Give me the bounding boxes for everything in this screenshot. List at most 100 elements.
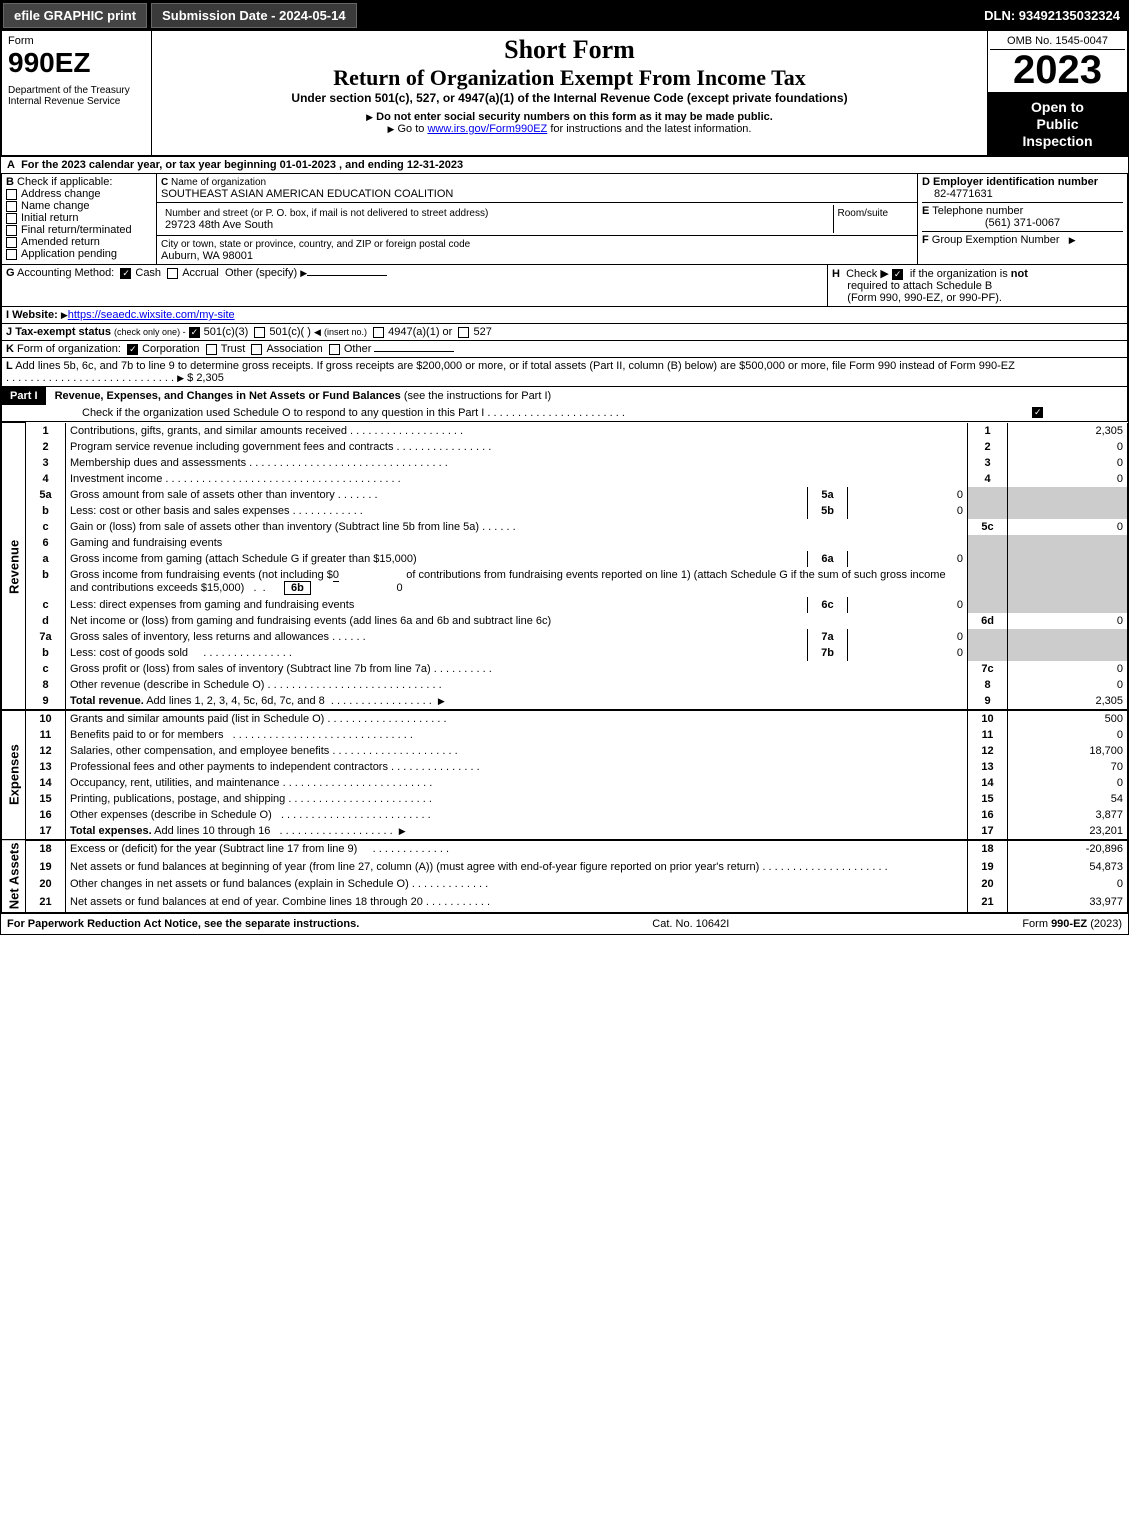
telephone-value: (561) 371-0067 [922,217,1123,229]
line-1-value: 2,305 [1008,423,1128,439]
line-7c-value: 0 [1008,661,1128,677]
revenue-side-label: Revenue [2,423,26,710]
section-h: H Check ▶ if the organization is not req… [828,265,1128,307]
line-13-value: 70 [1008,759,1128,775]
street-value: 29723 48th Ave South [165,219,273,231]
section-c-city: City or town, state or province, country… [157,236,918,265]
line-6c-value: 0 [848,597,968,613]
checkbox-cash[interactable] [120,268,131,279]
arrow-icon [1069,234,1076,246]
line-14-value: 0 [1008,775,1128,791]
section-a: A For the 2023 calendar year, or tax yea… [1,156,1128,173]
form-word: Form [8,35,145,47]
tax-year: 2023 [990,50,1125,90]
info-table: B Check if applicable: Address change Na… [1,173,1128,265]
form-id-cell: Form 990EZ Department of the Treasury In… [2,31,152,156]
line-5c-value: 0 [1008,519,1128,535]
checkbox-application-pending[interactable] [6,249,17,260]
part-1-table: Revenue 1 Contributions, gifts, grants, … [1,422,1128,912]
line-20-value: 0 [1008,876,1128,894]
open-to-public-box: Open to Public Inspection [988,93,1128,156]
gross-receipts-amount: $ 2,305 [187,372,224,384]
line-5b-value: 0 [848,503,968,519]
subtitle: Under section 501(c), 527, or 4947(a)(1)… [156,91,983,105]
section-k: K Form of organization: Corporation Trus… [1,341,1128,358]
city-value: Auburn, WA 98001 [161,250,253,262]
line-6d-value: 0 [1008,613,1128,629]
checkbox-527[interactable] [458,327,469,338]
dept-label: Department of the Treasury [8,85,145,96]
section-l: L Add lines 5b, 6c, and 7b to line 9 to … [1,358,1128,387]
note-1: Do not enter social security numbers on … [156,111,983,123]
line-5a-value: 0 [848,487,968,503]
line-4-value: 0 [1008,471,1128,487]
checkbox-address-change[interactable] [6,189,17,200]
section-j: J Tax-exempt status (check only one) - 5… [1,324,1128,341]
catalog-number: Cat. No. 10642I [652,918,729,930]
checkbox-accrual[interactable] [167,268,178,279]
line-6a-value: 0 [848,551,968,567]
title-cell: Short Form Return of Organization Exempt… [152,31,988,156]
efile-print-button[interactable]: efile GRAPHIC print [3,3,147,28]
form-number: 990EZ [8,47,145,79]
part-1-badge: Part I [2,387,46,405]
part-1-header-row: Part I Revenue, Expenses, and Changes in… [1,387,1128,422]
header-table: Form 990EZ Department of the Treasury In… [1,30,1128,156]
line-21-value: 33,977 [1008,894,1128,912]
line-7b-value: 0 [848,645,968,661]
line-19-value: 54,873 [1008,859,1128,877]
checkbox-schedule-o[interactable] [1032,407,1043,418]
section-gh: G Accounting Method: Cash Accrual Other … [1,265,1128,307]
line-18-value: -20,896 [1008,840,1128,859]
checkbox-initial-return[interactable] [6,213,17,224]
section-c-street: Number and street (or P. O. box, if mail… [157,203,918,236]
line-17-value: 23,201 [1008,823,1128,840]
checkbox-schedule-b[interactable] [892,269,903,280]
paperwork-notice: For Paperwork Reduction Act Notice, see … [7,918,359,930]
main-title: Return of Organization Exempt From Incom… [156,65,983,91]
line-9-value: 2,305 [1008,693,1128,710]
line-15-value: 54 [1008,791,1128,807]
line-8-value: 0 [1008,677,1128,693]
page-footer: For Paperwork Reduction Act Notice, see … [1,913,1128,934]
expenses-side-label: Expenses [2,710,26,840]
line-3-value: 0 [1008,455,1128,471]
checkbox-amended-return[interactable] [6,237,17,248]
irs-link[interactable]: www.irs.gov/Form990EZ [427,123,547,135]
checkbox-corporation[interactable] [127,344,138,355]
ein-value: 82-4771631 [922,188,993,200]
line-11-value: 0 [1008,727,1128,743]
checkbox-trust[interactable] [206,344,217,355]
org-name: SOUTHEAST ASIAN AMERICAN EDUCATION COALI… [161,188,453,200]
form-ref: Form 990-EZ (2023) [1022,918,1122,930]
section-b-cell: B Check if applicable: Address change Na… [2,174,157,265]
checkbox-final-return[interactable] [6,225,17,236]
checkbox-name-change[interactable] [6,201,17,212]
checkbox-other-org[interactable] [329,344,340,355]
section-g: G Accounting Method: Cash Accrual Other … [2,265,828,307]
section-c-name: C Name of organization SOUTHEAST ASIAN A… [157,174,918,203]
website-link[interactable]: https://seaedc.wixsite.com/my-site [68,309,235,321]
line-7a-value: 0 [848,629,968,645]
line-12-value: 18,700 [1008,743,1128,759]
part-1-title: Revenue, Expenses, and Changes in Net As… [49,387,558,405]
irs-label: Internal Revenue Service [8,96,145,107]
line-16-value: 3,877 [1008,807,1128,823]
checkbox-4947[interactable] [373,327,384,338]
checkbox-501c3[interactable] [189,327,200,338]
dln-label: DLN: 93492135032324 [976,4,1128,27]
note-2: Go to www.irs.gov/Form990EZ for instruct… [156,123,983,135]
line-2-value: 0 [1008,439,1128,455]
short-form-title: Short Form [156,35,983,65]
section-def-cell: D Employer identification number 82-4771… [918,174,1128,265]
submission-date-button[interactable]: Submission Date - 2024-05-14 [151,3,357,28]
section-i: I Website: https://seaedc.wixsite.com/my… [1,307,1128,324]
line-6b-value: 0 [396,582,402,594]
other-specify-input[interactable] [307,275,387,276]
checkbox-association[interactable] [251,344,262,355]
top-bar: efile GRAPHIC print Submission Date - 20… [1,1,1128,30]
omb-year-cell: OMB No. 1545-0047 2023 [988,31,1128,93]
other-org-input[interactable] [374,351,454,352]
line-10-value: 500 [1008,710,1128,727]
checkbox-501c-other[interactable] [254,327,265,338]
